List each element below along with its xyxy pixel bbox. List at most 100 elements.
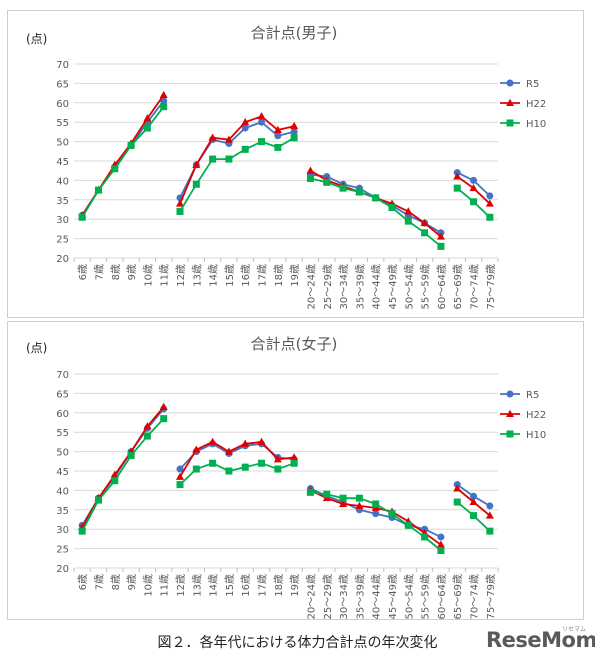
y-tick-label: 20 — [56, 564, 69, 575]
data-point-h22 — [485, 511, 494, 519]
data-point-h10 — [94, 186, 102, 194]
y-tick-label: 25 — [56, 235, 69, 246]
data-point-h10 — [453, 498, 461, 506]
data-point-h22 — [257, 112, 266, 120]
x-tick-label: 35～39歳 — [354, 574, 366, 619]
data-point-h22 — [143, 422, 152, 430]
legend-label: H22 — [526, 410, 546, 421]
data-point-h22 — [192, 445, 201, 453]
data-point-h22 — [436, 540, 445, 548]
x-tick-label: 75～79歳 — [485, 264, 497, 309]
data-point-r5 — [274, 132, 282, 140]
x-tick-label: 70～74歳 — [469, 574, 481, 619]
y-tick-label: 45 — [56, 467, 69, 478]
x-tick-label: 45～49歳 — [387, 264, 399, 309]
legend-label: H10 — [526, 430, 546, 441]
x-tick-label: 8歳 — [110, 264, 122, 280]
series-line-h10 — [81, 106, 165, 218]
data-point-h22 — [159, 90, 168, 99]
x-tick-label: 16歳 — [240, 264, 252, 287]
data-point-h10 — [274, 465, 282, 473]
data-point-h10 — [437, 242, 445, 250]
data-point-h22 — [241, 118, 250, 126]
data-point-h22 — [404, 207, 413, 215]
y-tick-label: 45 — [56, 157, 69, 168]
data-point-h10 — [323, 490, 331, 498]
data-point-h10 — [209, 155, 217, 163]
legend-marker — [506, 119, 514, 127]
data-point-r5 — [176, 465, 184, 473]
legend-label: R5 — [526, 79, 539, 90]
data-point-h10 — [372, 500, 380, 508]
x-tick-label: 11歳 — [159, 574, 171, 597]
x-tick-label: 6歳 — [77, 574, 89, 590]
x-tick-label: 12歳 — [175, 574, 187, 597]
legend-marker — [506, 409, 514, 417]
data-point-h22 — [355, 501, 364, 509]
x-tick-label: 50～54歳 — [403, 264, 415, 309]
y-tick-label: 70 — [56, 370, 69, 381]
chart-girls: 合計点(女子) (点) 20 25 30 35 40 45 50 55 60 65 70 6歳 7歳 8歳 9歳… — [26, 335, 546, 619]
y-tick-label: 20 — [56, 254, 69, 265]
data-point-h10 — [306, 488, 314, 496]
y-axis-unit-label: (点) — [26, 32, 47, 46]
resemom-logo: ReseMom — [486, 628, 595, 652]
chart-title: 合計点(男子) — [251, 24, 338, 42]
data-point-h10 — [78, 527, 86, 535]
x-tick-label: 18歳 — [273, 264, 285, 287]
x-tick-label: 60～64歳 — [436, 574, 448, 619]
data-point-h10 — [323, 178, 331, 186]
data-point-r5 — [258, 118, 266, 126]
x-tick-label: 60～64歳 — [436, 264, 448, 309]
x-tick-label: 15歳 — [224, 574, 236, 597]
data-point-h10 — [160, 103, 168, 111]
data-point-h10 — [225, 467, 233, 475]
data-point-h22 — [339, 499, 348, 507]
data-point-h10 — [421, 533, 429, 541]
data-point-r5 — [486, 192, 494, 200]
data-point-h10 — [176, 481, 184, 489]
x-tick-label: 40～44歳 — [371, 574, 383, 619]
data-point-h22 — [469, 497, 478, 506]
x-tick-label: 13歳 — [191, 574, 203, 597]
resemom-logo-sub: リセマム — [562, 626, 587, 633]
y-tick-label: 35 — [56, 196, 69, 207]
x-tick-label: 9歳 — [126, 574, 138, 590]
y-tick-label: 65 — [56, 389, 69, 400]
data-point-h10 — [94, 496, 102, 504]
legend-label: H22 — [526, 99, 546, 110]
x-tick-label: 14歳 — [208, 264, 220, 287]
x-tick-label: 25～29歳 — [322, 264, 334, 309]
data-point-h10 — [127, 451, 135, 459]
data-point-h10 — [404, 217, 412, 225]
data-point-h10 — [176, 207, 184, 215]
y-tick-label: 35 — [56, 506, 69, 517]
data-point-h22 — [485, 199, 494, 207]
x-tick-label: 15歳 — [224, 264, 236, 287]
data-point-h10 — [225, 155, 233, 163]
data-point-h10 — [290, 459, 298, 467]
data-point-h22 — [290, 121, 299, 130]
series-line-h22 — [179, 440, 295, 478]
data-point-h10 — [355, 494, 363, 502]
x-tick-label: 20～24歳 — [305, 574, 317, 619]
data-point-h22 — [469, 183, 478, 192]
data-point-h10 — [143, 432, 151, 440]
data-point-h10 — [404, 521, 412, 529]
legend-label: H10 — [526, 119, 546, 130]
data-point-h22 — [208, 437, 217, 445]
y-tick-label: 40 — [56, 486, 69, 497]
legend-marker — [506, 430, 514, 438]
y-tick-label: 60 — [56, 409, 69, 420]
data-point-h10 — [258, 138, 266, 146]
data-point-r5 — [160, 97, 168, 105]
data-point-h10 — [192, 180, 200, 188]
x-tick-label: 45～49歳 — [387, 574, 399, 619]
y-tick-label: 70 — [56, 60, 69, 71]
y-tick-label: 50 — [56, 138, 69, 149]
data-point-h10 — [78, 213, 86, 221]
chart-panel-boys: 合計点(男子) (点) 20 25 30 35 40 45 50 55 60 65 70 6歳 7歳 8歳 9歳… — [7, 10, 584, 318]
chart-panel-girls: 合計点(女子) (点) 20 25 30 35 40 45 50 55 60 65 70 6歳 7歳 8歳 9歳… — [7, 321, 584, 620]
data-point-h10 — [111, 165, 119, 173]
x-tick-label: 55～59歳 — [420, 574, 432, 619]
